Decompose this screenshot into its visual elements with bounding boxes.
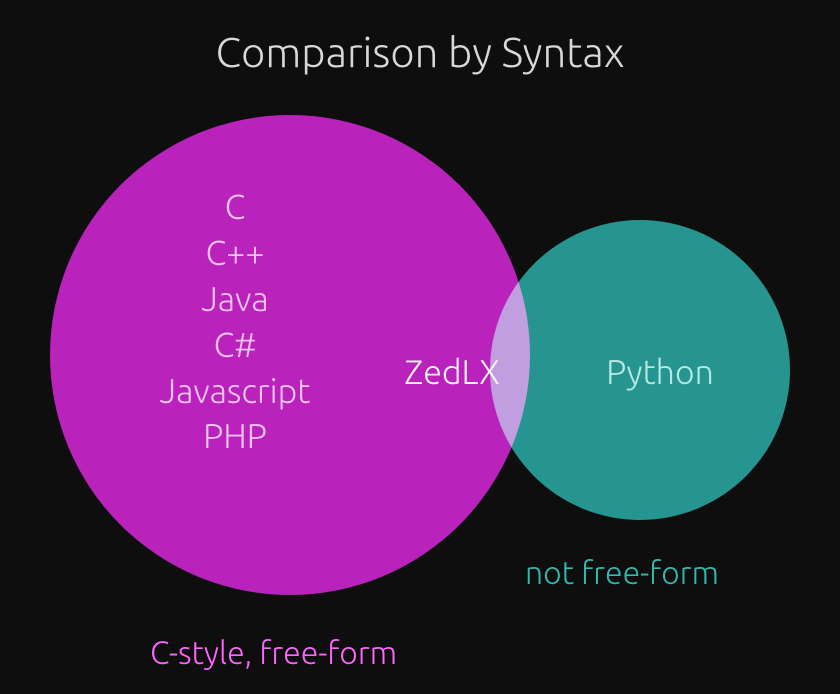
set-item: Java	[201, 277, 268, 323]
intersection-items: ZedLX	[404, 350, 499, 396]
right-set-label: not free-form	[525, 555, 719, 591]
venn-diagram: Comparison by Syntax CC++JavaC#Javascrip…	[0, 0, 840, 694]
diagram-title: Comparison by Syntax	[0, 28, 840, 75]
set-item: C++	[205, 231, 264, 277]
set-item: Python	[606, 350, 714, 396]
right-set-items: Python	[606, 350, 714, 396]
set-item: PHP	[203, 414, 267, 460]
set-item: C	[225, 185, 246, 231]
left-set-items: CC++JavaC#JavascriptPHP	[160, 185, 311, 460]
set-item: C#	[214, 323, 257, 369]
set-item: ZedLX	[404, 350, 499, 396]
set-item: Javascript	[160, 369, 311, 415]
left-set-label: C-style, free-form	[150, 635, 397, 671]
